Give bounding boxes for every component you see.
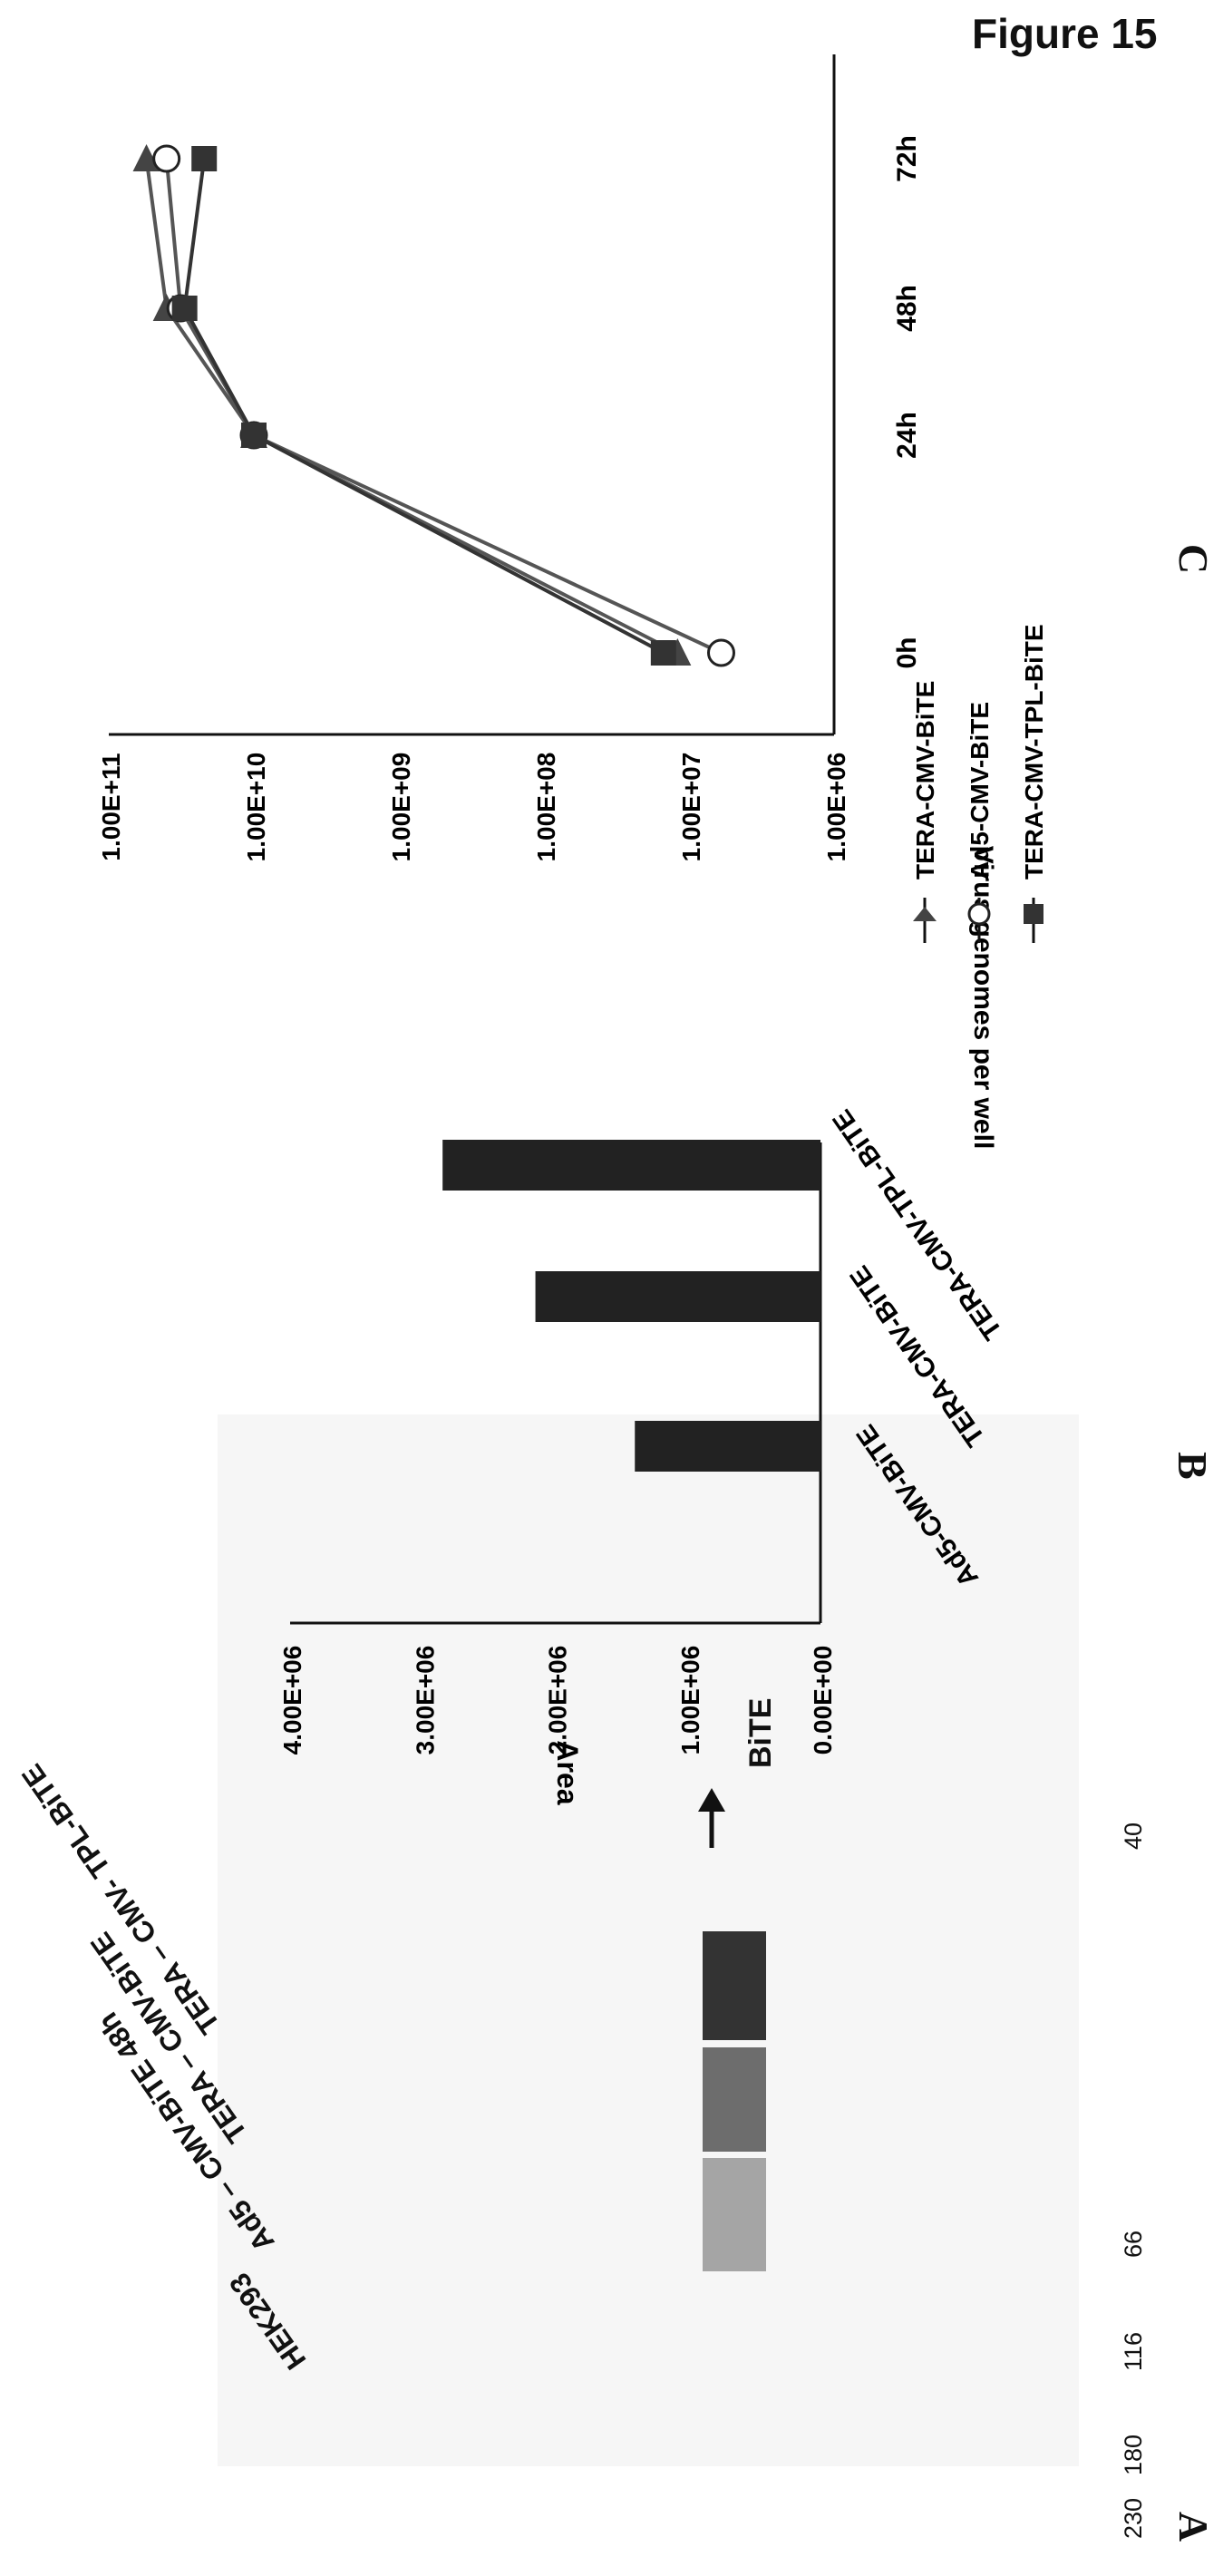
series-marker: [154, 146, 180, 171]
legend-label: Ad5-CMV-BiTE: [966, 702, 994, 880]
series-marker: [172, 296, 198, 321]
x-tick-label: 0h: [892, 637, 922, 668]
legend-label: TERA-CMV-TPL-BiTE: [1020, 624, 1048, 880]
y-tick-label: 1.00E+06: [822, 753, 850, 862]
series-marker: [191, 146, 217, 171]
x-tick-label: 72h: [892, 135, 922, 182]
legend-marker: [969, 904, 989, 924]
x-tick-label: 48h: [892, 285, 922, 332]
legend-marker: [913, 907, 937, 921]
series-line: [167, 159, 722, 653]
y-tick-label: 1.00E+10: [242, 753, 270, 862]
x-tick-label: 24h: [892, 412, 922, 459]
series-marker: [708, 640, 733, 666]
legend-label: TERA-CMV-BiTE: [911, 681, 939, 880]
series-line: [185, 159, 664, 653]
y-tick-label: 1.00E+07: [677, 753, 705, 862]
legend-marker: [1024, 904, 1043, 924]
y-tick-label: 1.00E+09: [387, 753, 415, 862]
series-marker: [241, 423, 267, 448]
y-axis-label: Virus genomes per well: [968, 846, 998, 1150]
series-marker: [651, 640, 676, 666]
y-tick-label: 1.00E+11: [97, 753, 125, 860]
series-line: [147, 159, 678, 653]
y-tick-label: 1.00E+08: [532, 753, 560, 862]
